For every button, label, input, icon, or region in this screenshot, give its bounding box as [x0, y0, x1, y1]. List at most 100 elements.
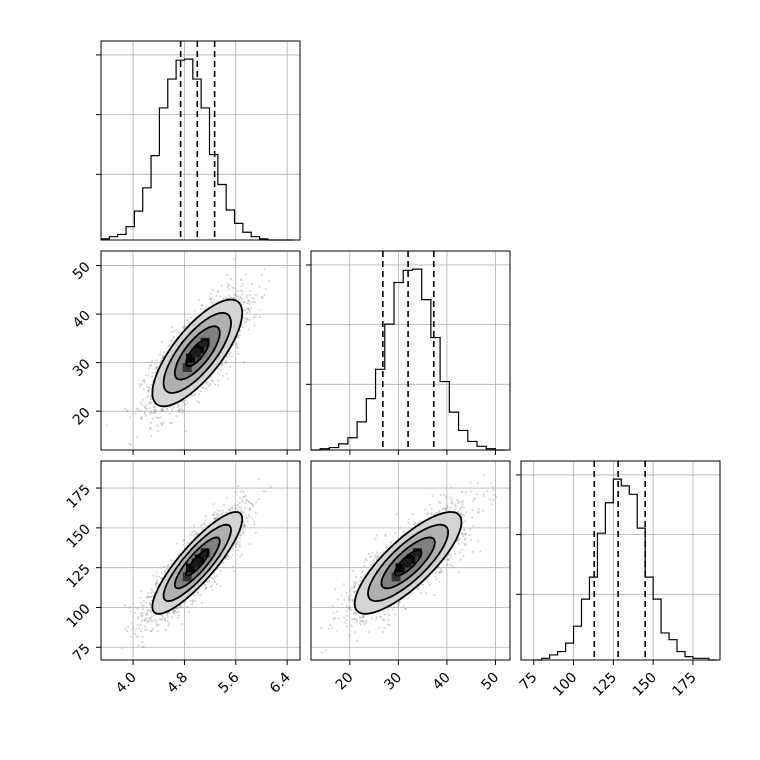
scatter-point	[149, 411, 152, 414]
scatter-point	[184, 326, 187, 329]
scatter-point	[457, 543, 460, 545]
scatter-point	[121, 647, 124, 650]
scatter-point	[399, 526, 401, 529]
scatter-point	[179, 408, 182, 410]
scatter-point	[398, 603, 400, 606]
scatter-point	[327, 627, 330, 630]
scatter-point	[238, 329, 241, 332]
scatter-point	[227, 377, 229, 380]
scatter-point	[352, 590, 355, 593]
scatter-point	[195, 534, 197, 536]
scatter-point	[438, 581, 441, 583]
scatter-point	[134, 412, 137, 415]
scatter-point	[255, 501, 258, 504]
scatter-point	[260, 274, 263, 276]
scatter-point	[438, 571, 441, 574]
scatter-point	[367, 631, 370, 634]
scatter-point	[197, 532, 200, 535]
scatter-point	[199, 594, 202, 597]
scatter-point	[137, 615, 139, 618]
scatter-point	[159, 618, 161, 621]
scatter-point	[450, 502, 453, 504]
scatter-point	[367, 569, 370, 572]
scatter-point	[248, 516, 251, 518]
scatter-point	[257, 498, 260, 501]
scatter-point	[372, 561, 375, 564]
contour-line	[151, 510, 244, 615]
scatter-point	[352, 600, 354, 603]
scatter-point	[363, 623, 366, 625]
scatter-point	[454, 503, 456, 506]
scatter-point	[153, 591, 156, 594]
scatter-point	[152, 627, 155, 630]
scatter-point	[264, 490, 267, 493]
scatter-point	[141, 646, 143, 648]
scatter-point	[472, 550, 474, 553]
scatter-point	[477, 482, 479, 484]
scatter-point	[382, 618, 385, 621]
scatter-point	[147, 596, 150, 599]
scatter-point	[130, 628, 133, 631]
scatter-point	[246, 308, 249, 311]
scatter-point	[211, 589, 214, 591]
scatter-point	[365, 621, 368, 624]
y-tick-label: 75	[70, 641, 94, 665]
scatter-point	[216, 567, 219, 570]
scatter-point	[217, 368, 220, 371]
scatter-point	[219, 295, 222, 298]
scatter-point	[470, 490, 472, 493]
scatter-point	[209, 522, 211, 525]
scatter-point	[240, 528, 243, 531]
scatter-point	[148, 389, 150, 392]
scatter-point	[141, 418, 144, 421]
scatter-point	[229, 284, 231, 287]
scatter-point	[336, 598, 339, 601]
density-panel-1-2	[310, 460, 511, 661]
scatter-point	[192, 593, 195, 596]
scatter-point	[129, 416, 131, 419]
scatter-point	[470, 539, 473, 542]
scatter-point	[156, 424, 159, 427]
scatter-point	[383, 619, 386, 622]
scatter-point	[237, 541, 240, 544]
scatter-point	[143, 411, 146, 414]
scatter-point	[214, 517, 217, 519]
scatter-point	[141, 398, 144, 401]
scatter-point	[160, 422, 163, 425]
scatter-point	[228, 356, 231, 359]
scatter-point	[216, 513, 218, 515]
scatter-point	[239, 300, 242, 303]
scatter-point	[190, 599, 193, 602]
scatter-point	[407, 518, 410, 521]
scatter-point	[209, 586, 212, 588]
scatter-point	[211, 380, 214, 382]
scatter-point	[196, 593, 199, 596]
scatter-point	[142, 380, 145, 382]
scatter-point	[482, 495, 485, 498]
scatter-point	[115, 660, 117, 662]
scatter-point	[263, 294, 266, 297]
scatter-point	[216, 509, 219, 512]
scatter-point	[210, 298, 212, 301]
scatter-point	[450, 486, 453, 489]
scatter-point	[247, 500, 250, 503]
scatter-point	[218, 513, 221, 516]
scatter-point	[253, 521, 256, 523]
scatter-point	[161, 577, 164, 580]
scatter-point	[241, 293, 243, 296]
scatter-point	[213, 576, 216, 579]
scatter-point	[430, 508, 433, 511]
scatter-point	[149, 618, 152, 621]
scatter-point	[212, 301, 215, 304]
scatter-point	[150, 364, 153, 367]
density-cell	[402, 558, 412, 568]
scatter-point	[167, 345, 170, 348]
scatter-point	[240, 510, 243, 513]
scatter-point	[139, 385, 141, 388]
scatter-point	[130, 621, 133, 624]
histogram-series-1	[311, 268, 506, 451]
scatter-point	[156, 624, 159, 627]
scatter-point	[243, 525, 246, 528]
scatter-point	[407, 522, 410, 524]
scatter-point	[442, 507, 445, 510]
